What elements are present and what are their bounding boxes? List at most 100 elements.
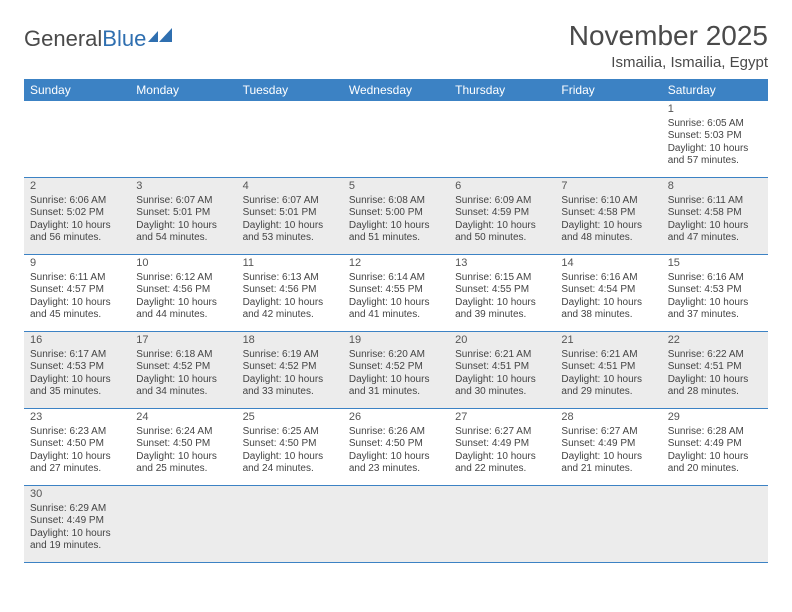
sunset-line: Sunset: 5:01 PM: [243, 207, 337, 220]
day-cell: 18Sunrise: 6:19 AMSunset: 4:52 PMDayligh…: [237, 332, 343, 409]
sunset-line: Sunset: 4:50 PM: [30, 438, 124, 451]
sunrise-line: Sunrise: 6:27 AM: [455, 426, 549, 439]
sunset-line: Sunset: 4:55 PM: [349, 284, 443, 297]
sunset-line: Sunset: 4:58 PM: [668, 207, 762, 220]
dow-header: Monday: [130, 79, 236, 101]
day-number: 29: [668, 411, 762, 425]
sunrise-line: Sunrise: 6:23 AM: [30, 426, 124, 439]
daylight-line: Daylight: 10 hours and 51 minutes.: [349, 220, 443, 245]
day-cell: 21Sunrise: 6:21 AMSunset: 4:51 PMDayligh…: [555, 332, 661, 409]
day-cell: 26Sunrise: 6:26 AMSunset: 4:50 PMDayligh…: [343, 409, 449, 486]
day-number: 9: [30, 257, 124, 271]
sunrise-line: Sunrise: 6:07 AM: [136, 195, 230, 208]
daylight-line: Daylight: 10 hours and 28 minutes.: [668, 374, 762, 399]
day-cell: 17Sunrise: 6:18 AMSunset: 4:52 PMDayligh…: [130, 332, 236, 409]
sunrise-line: Sunrise: 6:14 AM: [349, 272, 443, 285]
daylight-line: Daylight: 10 hours and 56 minutes.: [30, 220, 124, 245]
day-cell: 1Sunrise: 6:05 AMSunset: 5:03 PMDaylight…: [662, 101, 768, 178]
day-cell: 11Sunrise: 6:13 AMSunset: 4:56 PMDayligh…: [237, 255, 343, 332]
day-cell: [237, 101, 343, 178]
daylight-line: Daylight: 10 hours and 48 minutes.: [561, 220, 655, 245]
day-cell: [555, 101, 661, 178]
day-cell: 24Sunrise: 6:24 AMSunset: 4:50 PMDayligh…: [130, 409, 236, 486]
week-row: 1Sunrise: 6:05 AMSunset: 5:03 PMDaylight…: [24, 101, 768, 178]
day-cell: [24, 101, 130, 178]
day-cell: [237, 486, 343, 563]
dow-header: Saturday: [662, 79, 768, 101]
sunrise-line: Sunrise: 6:18 AM: [136, 349, 230, 362]
day-cell: 3Sunrise: 6:07 AMSunset: 5:01 PMDaylight…: [130, 178, 236, 255]
day-number: 11: [243, 257, 337, 271]
daylight-line: Daylight: 10 hours and 23 minutes.: [349, 451, 443, 476]
day-number: 15: [668, 257, 762, 271]
day-cell: 14Sunrise: 6:16 AMSunset: 4:54 PMDayligh…: [555, 255, 661, 332]
day-number: 16: [30, 334, 124, 348]
sunrise-line: Sunrise: 6:13 AM: [243, 272, 337, 285]
sunset-line: Sunset: 5:02 PM: [30, 207, 124, 220]
day-cell: 30Sunrise: 6:29 AMSunset: 4:49 PMDayligh…: [24, 486, 130, 563]
daylight-line: Daylight: 10 hours and 42 minutes.: [243, 297, 337, 322]
day-cell: 25Sunrise: 6:25 AMSunset: 4:50 PMDayligh…: [237, 409, 343, 486]
sunrise-line: Sunrise: 6:29 AM: [30, 503, 124, 516]
sunset-line: Sunset: 4:52 PM: [243, 361, 337, 374]
daylight-line: Daylight: 10 hours and 38 minutes.: [561, 297, 655, 322]
daylight-line: Daylight: 10 hours and 22 minutes.: [455, 451, 549, 476]
dow-header: Sunday: [24, 79, 130, 101]
day-cell: 16Sunrise: 6:17 AMSunset: 4:53 PMDayligh…: [24, 332, 130, 409]
day-cell: [662, 486, 768, 563]
sunset-line: Sunset: 5:00 PM: [349, 207, 443, 220]
sunset-line: Sunset: 4:51 PM: [668, 361, 762, 374]
sunrise-line: Sunrise: 6:27 AM: [561, 426, 655, 439]
day-cell: 22Sunrise: 6:22 AMSunset: 4:51 PMDayligh…: [662, 332, 768, 409]
sunset-line: Sunset: 4:52 PM: [136, 361, 230, 374]
sunset-line: Sunset: 4:58 PM: [561, 207, 655, 220]
daylight-line: Daylight: 10 hours and 29 minutes.: [561, 374, 655, 399]
day-number: 27: [455, 411, 549, 425]
day-number: 8: [668, 180, 762, 194]
sunset-line: Sunset: 4:49 PM: [455, 438, 549, 451]
day-cell: [555, 486, 661, 563]
day-cell: [343, 101, 449, 178]
day-number: 2: [30, 180, 124, 194]
day-number: 17: [136, 334, 230, 348]
day-number: 25: [243, 411, 337, 425]
sunrise-line: Sunrise: 6:25 AM: [243, 426, 337, 439]
sunrise-line: Sunrise: 6:11 AM: [30, 272, 124, 285]
page-title: November 2025: [569, 20, 768, 52]
day-number: 22: [668, 334, 762, 348]
day-cell: 4Sunrise: 6:07 AMSunset: 5:01 PMDaylight…: [237, 178, 343, 255]
daylight-line: Daylight: 10 hours and 20 minutes.: [668, 451, 762, 476]
day-number: 28: [561, 411, 655, 425]
daylight-line: Daylight: 10 hours and 27 minutes.: [30, 451, 124, 476]
day-number: 3: [136, 180, 230, 194]
day-number: 14: [561, 257, 655, 271]
day-number: 20: [455, 334, 549, 348]
week-row: 9Sunrise: 6:11 AMSunset: 4:57 PMDaylight…: [24, 255, 768, 332]
title-block: November 2025 Ismailia, Ismailia, Egypt: [569, 20, 768, 71]
day-number: 23: [30, 411, 124, 425]
week-row: 30Sunrise: 6:29 AMSunset: 4:49 PMDayligh…: [24, 486, 768, 563]
daylight-line: Daylight: 10 hours and 30 minutes.: [455, 374, 549, 399]
sunset-line: Sunset: 4:50 PM: [349, 438, 443, 451]
daylight-line: Daylight: 10 hours and 19 minutes.: [30, 528, 124, 553]
sunset-line: Sunset: 4:50 PM: [243, 438, 337, 451]
sunset-line: Sunset: 4:51 PM: [455, 361, 549, 374]
day-cell: 27Sunrise: 6:27 AMSunset: 4:49 PMDayligh…: [449, 409, 555, 486]
day-cell: 8Sunrise: 6:11 AMSunset: 4:58 PMDaylight…: [662, 178, 768, 255]
day-cell: [130, 101, 236, 178]
dow-header: Thursday: [449, 79, 555, 101]
day-number: 6: [455, 180, 549, 194]
sunrise-line: Sunrise: 6:16 AM: [668, 272, 762, 285]
header: GeneralBlue November 2025 Ismailia, Isma…: [24, 20, 768, 71]
day-cell: 15Sunrise: 6:16 AMSunset: 4:53 PMDayligh…: [662, 255, 768, 332]
daylight-line: Daylight: 10 hours and 21 minutes.: [561, 451, 655, 476]
day-number: 24: [136, 411, 230, 425]
sunset-line: Sunset: 4:56 PM: [136, 284, 230, 297]
sunrise-line: Sunrise: 6:08 AM: [349, 195, 443, 208]
dow-row: SundayMondayTuesdayWednesdayThursdayFrid…: [24, 79, 768, 101]
sunset-line: Sunset: 5:01 PM: [136, 207, 230, 220]
sunrise-line: Sunrise: 6:12 AM: [136, 272, 230, 285]
daylight-line: Daylight: 10 hours and 24 minutes.: [243, 451, 337, 476]
day-cell: [449, 101, 555, 178]
sunrise-line: Sunrise: 6:26 AM: [349, 426, 443, 439]
